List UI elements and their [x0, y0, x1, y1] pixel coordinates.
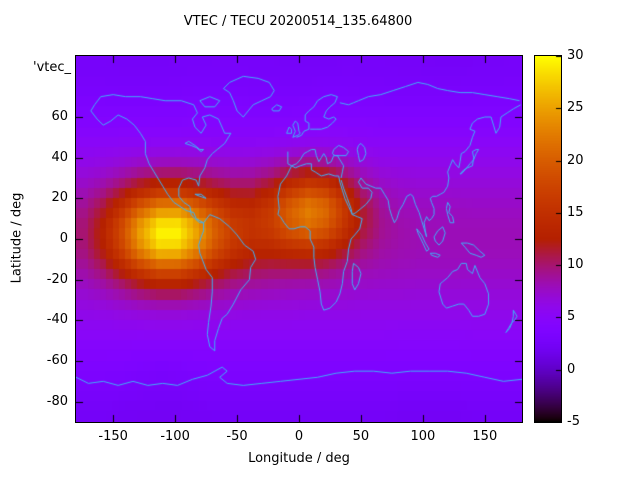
y-tick-label: -40 [46, 312, 68, 328]
x-tick-label: -50 [226, 429, 248, 444]
chart-title: VTEC / TECU 20200514_135.64800 [183, 14, 413, 29]
colorbar-tick-label: 5 [567, 309, 576, 325]
x-tick-label: -150 [98, 429, 128, 444]
y-tick-label: -60 [46, 353, 68, 368]
y-tick-label: -20 [46, 271, 68, 287]
x-tick-label: 150 [472, 429, 498, 444]
y-tick-label: 40 [51, 149, 68, 165]
colorbar [534, 55, 562, 423]
colorbar-canvas [535, 56, 561, 422]
colorbar-tick-label: 25 [567, 100, 584, 116]
x-axis-label: Longitude / deg [248, 451, 350, 466]
legend-label: 'vtec_ [33, 60, 72, 75]
colorbar-tick-label: 0 [567, 361, 576, 377]
y-tick-label: -80 [46, 393, 68, 409]
plot-area [75, 55, 523, 423]
x-tick-label: 50 [352, 429, 370, 444]
y-tick-label: 20 [51, 190, 68, 206]
colorbar-tick-label: 15 [567, 204, 584, 220]
x-tick-label: 100 [410, 429, 436, 444]
x-tick-label: 0 [294, 429, 304, 444]
colorbar-tick-label: 30 [567, 48, 584, 63]
colorbar-tick-label: 20 [567, 152, 584, 168]
colorbar-tick-label: 10 [567, 257, 584, 273]
y-tick-label: 60 [51, 109, 68, 124]
heatmap-canvas [76, 56, 522, 422]
x-tick-label: -100 [160, 429, 190, 444]
colorbar-tick-label: -5 [567, 414, 580, 429]
y-tick-label: 0 [59, 231, 68, 246]
